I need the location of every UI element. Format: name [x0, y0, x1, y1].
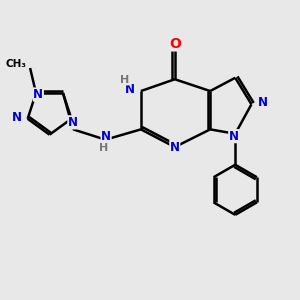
Text: N: N [12, 111, 22, 124]
Text: N: N [170, 141, 180, 154]
Text: N: N [68, 116, 78, 129]
Text: N: N [101, 130, 111, 142]
Text: O: O [169, 37, 181, 51]
Text: N: N [33, 88, 43, 101]
Text: N: N [229, 130, 239, 142]
Text: H: H [99, 143, 109, 153]
Text: H: H [120, 75, 129, 85]
Text: N: N [258, 96, 268, 109]
Text: CH₃: CH₃ [6, 59, 27, 70]
Text: N: N [124, 83, 134, 96]
